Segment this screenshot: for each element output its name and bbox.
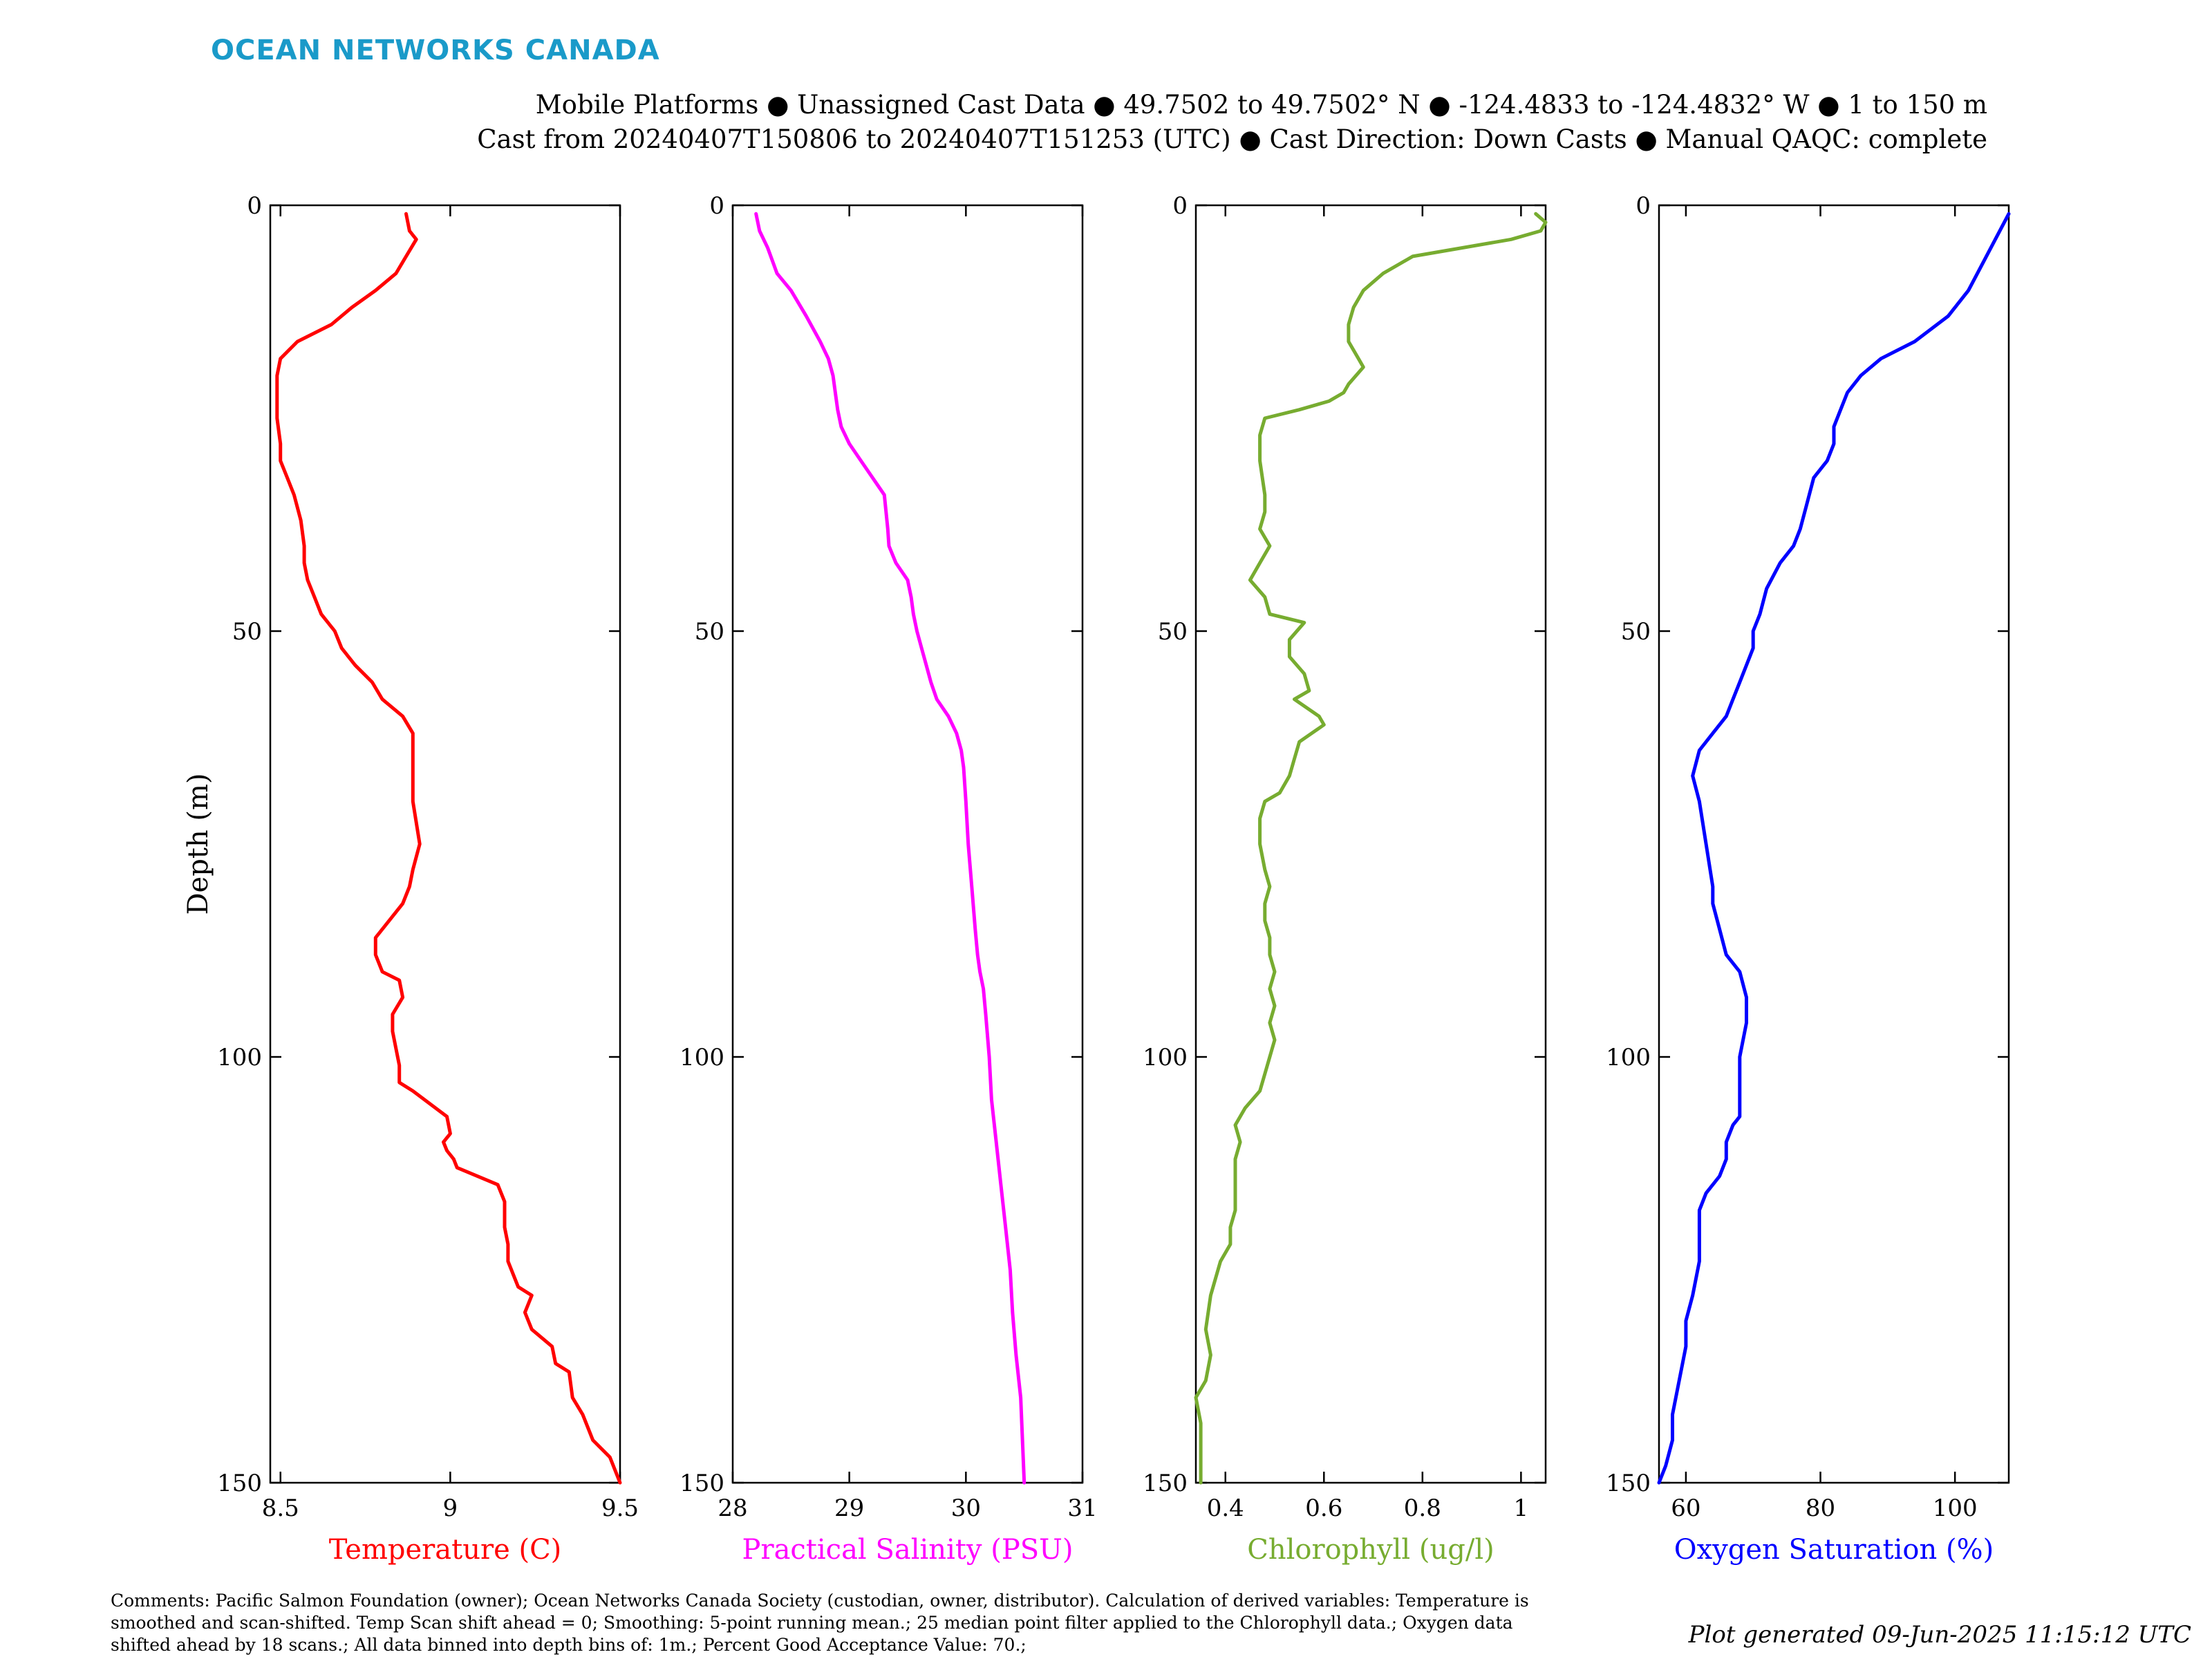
oxygen-ytick-label: 50 <box>1621 618 1651 646</box>
salinity-xaxis-label: Practical Salinity (PSU) <box>742 1534 1074 1566</box>
oxygen-series-line <box>1657 212 2011 1485</box>
temperature-ytick-label: 100 <box>217 1044 262 1071</box>
header-line-1: Mobile Platforms ● Unassigned Cast Data … <box>535 90 1987 120</box>
oxygen-ytick-label: 0 <box>1635 192 1651 220</box>
oxygen-ytick-label: 150 <box>1606 1470 1651 1497</box>
plot-generated-timestamp: Plot generated 09-Jun-2025 11:15:12 UTC <box>1688 1621 2191 1649</box>
salinity-ytick-label: 100 <box>679 1044 724 1071</box>
salinity-xtick-label: 31 <box>1067 1494 1097 1522</box>
salinity-ytick-label: 50 <box>695 618 724 646</box>
chlorophyll-xtick-label: 0.8 <box>1404 1494 1441 1522</box>
salinity-xtick-label: 29 <box>834 1494 864 1522</box>
salinity-ytick-label: 0 <box>709 192 724 220</box>
salinity-xtick-label: 30 <box>951 1494 981 1522</box>
oxygen-xtick-label: 60 <box>1671 1494 1700 1522</box>
temperature-xtick-label: 9.5 <box>601 1494 639 1522</box>
chlorophyll-ytick-label: 0 <box>1172 192 1188 220</box>
oxygen-xtick-label: 100 <box>1933 1494 1978 1522</box>
chlorophyll-axes-box <box>1194 204 1547 1484</box>
chlorophyll-ytick-label: 100 <box>1143 1044 1188 1071</box>
chlorophyll-ytick-label: 50 <box>1158 618 1188 646</box>
oxygen-xaxis-label: Oxygen Saturation (%) <box>1674 1534 1994 1566</box>
temperature-xtick-label: 8.5 <box>262 1494 299 1522</box>
chlorophyll-xaxis-label: Chlorophyll (ug/l) <box>1247 1534 1494 1566</box>
temperature-series-line <box>275 212 622 1485</box>
chlorophyll-ytick-label: 150 <box>1143 1470 1188 1497</box>
temperature-axes-box <box>269 204 621 1484</box>
chlorophyll-xtick-label: 0.6 <box>1305 1494 1342 1522</box>
salinity-series-line <box>754 212 1027 1485</box>
oxygen-ytick-label: 100 <box>1606 1044 1651 1071</box>
oxygen-axes-box <box>1658 204 2010 1484</box>
temperature-xaxis-label: Temperature (C) <box>329 1534 562 1566</box>
brand-logo-text: OCEAN NETWORKS CANADA <box>211 35 660 66</box>
temperature-ytick-label: 50 <box>232 618 262 646</box>
salinity-ytick-label: 150 <box>679 1470 724 1497</box>
chlorophyll-xtick-label: 1 <box>1514 1494 1529 1522</box>
comments-text: Comments: Pacific Salmon Foundation (own… <box>111 1591 1529 1655</box>
salinity-xtick-label: 28 <box>718 1494 747 1522</box>
salinity-axes-box <box>731 204 1084 1484</box>
temperature-xtick-label: 9 <box>443 1494 458 1522</box>
header-line-2: Cast from 20240407T150806 to 20240407T15… <box>477 124 1987 154</box>
temperature-ytick-label: 150 <box>217 1470 262 1497</box>
depth-axis-label: Depth (m) <box>182 773 214 915</box>
temperature-ytick-label: 0 <box>247 192 262 220</box>
oxygen-xtick-label: 80 <box>1806 1494 1835 1522</box>
chlorophyll-series-line <box>1194 212 1548 1485</box>
chlorophyll-xtick-label: 0.4 <box>1207 1494 1244 1522</box>
